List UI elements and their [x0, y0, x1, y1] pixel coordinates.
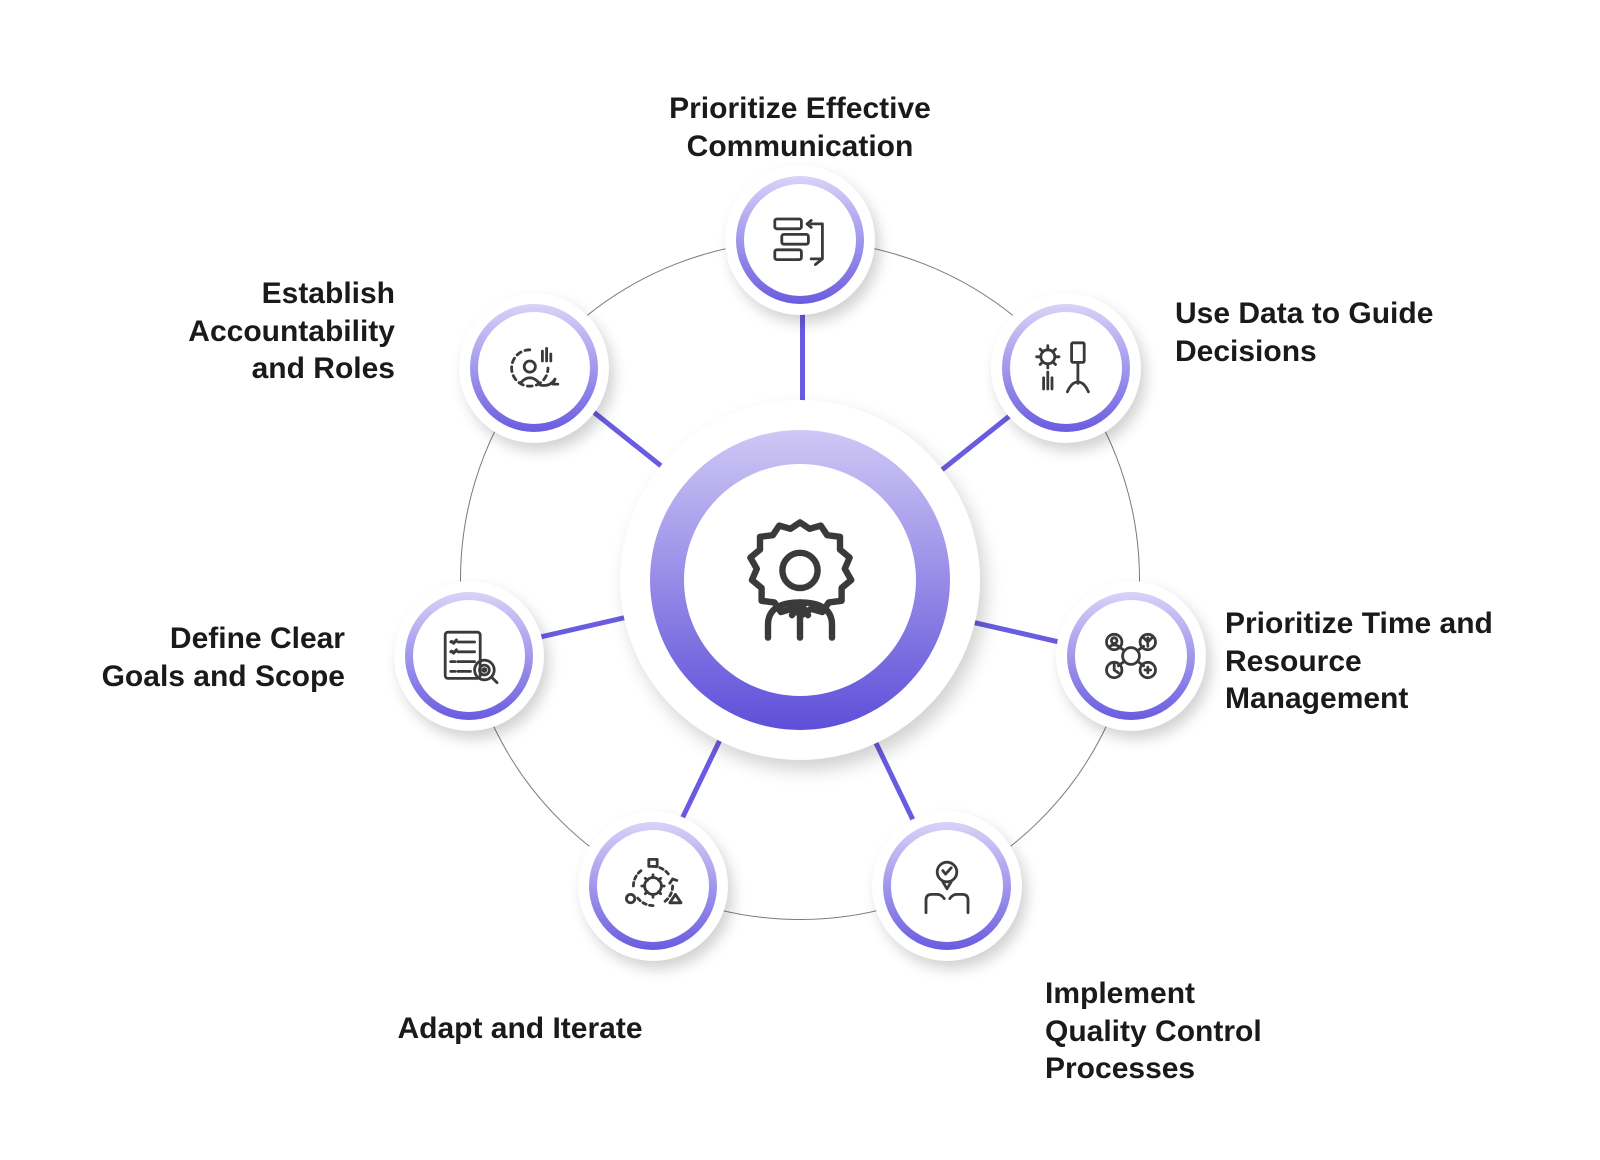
label-data: Use Data to Guide Decisions: [1175, 295, 1535, 370]
person-gear-icon: [720, 500, 880, 660]
node-iterate: [578, 811, 728, 961]
resource-cluster-icon: [1096, 621, 1166, 691]
label-time-resource: Prioritize Time and Resource Management: [1225, 605, 1585, 718]
node-quality: [872, 811, 1022, 961]
node-communication: [725, 165, 875, 315]
label-accountability: Establish Accountability and Roles: [75, 275, 395, 388]
hub: [620, 400, 980, 760]
label-goals: Define Clear Goals and Scope: [25, 620, 345, 695]
data-hand-icon: [1031, 333, 1101, 403]
node-accountability: [459, 293, 609, 443]
label-communication: Prioritize Effective Communication: [590, 90, 1010, 165]
person-progress-icon: [499, 333, 569, 403]
spoke-communication: [800, 308, 805, 415]
quality-hands-icon: [912, 851, 982, 921]
label-iterate: Adapt and Iterate: [340, 1010, 700, 1048]
node-goals: [394, 581, 544, 731]
chat-flow-icon: [765, 205, 835, 275]
iterate-cycle-icon: [618, 851, 688, 921]
radial-infographic: Prioritize Effective Communication Use Da…: [0, 0, 1600, 1160]
label-quality: Implement Quality Control Processes: [1045, 975, 1405, 1088]
checklist-target-icon: [434, 621, 504, 691]
node-data: [991, 293, 1141, 443]
node-time-resource: [1056, 581, 1206, 731]
